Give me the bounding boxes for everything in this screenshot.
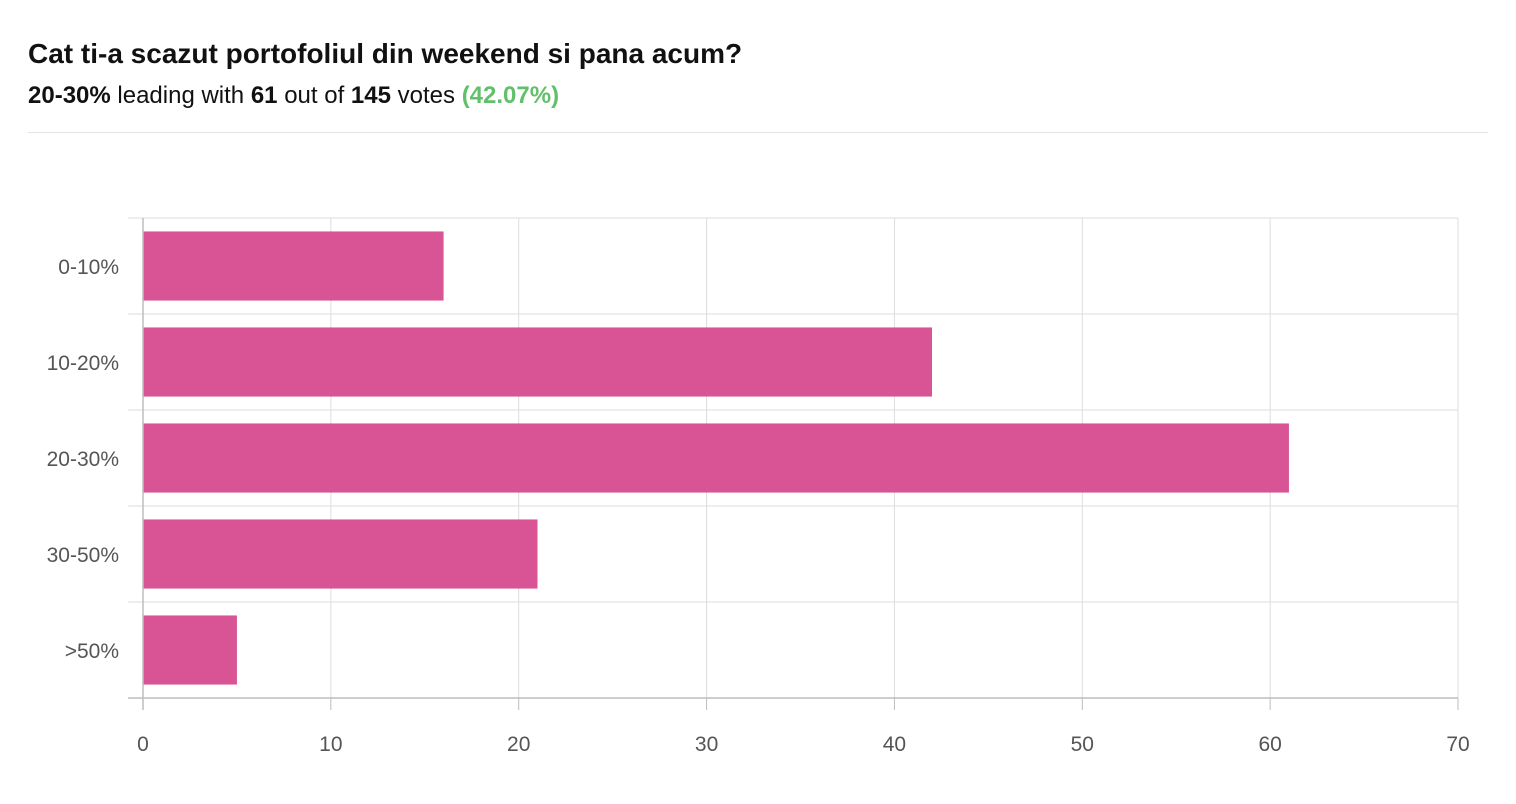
leading-option: 20-30% bbox=[28, 82, 111, 109]
y-category-label: 30-50% bbox=[47, 544, 119, 567]
x-tick-label: 30 bbox=[695, 733, 718, 756]
out-of-text: out of bbox=[284, 82, 345, 109]
votes-text: votes bbox=[397, 82, 456, 109]
y-category-label: 0-10% bbox=[58, 256, 119, 279]
y-category-label: 20-30% bbox=[47, 448, 119, 471]
bar-4 bbox=[143, 615, 237, 685]
y-category-label: 10-20% bbox=[47, 352, 119, 375]
bar-2 bbox=[143, 423, 1289, 493]
x-tick-label: 10 bbox=[319, 733, 342, 756]
x-tick-label: 0 bbox=[137, 733, 149, 756]
poll-header: Cat ti-a scazut portofoliul din weekend … bbox=[28, 36, 1488, 112]
x-tick-label: 70 bbox=[1446, 733, 1469, 756]
bar-1 bbox=[143, 327, 932, 397]
x-tick-label: 50 bbox=[1071, 733, 1094, 756]
header-divider bbox=[28, 132, 1488, 133]
leading-votes: 61 bbox=[250, 82, 278, 109]
total-votes: 145 bbox=[350, 82, 391, 109]
y-category-label: >50% bbox=[65, 640, 119, 663]
bar-0 bbox=[143, 231, 444, 301]
bar-3 bbox=[143, 519, 538, 589]
poll-summary: 20-30% leading with 61 out of 145 votes … bbox=[28, 80, 1488, 112]
leading-percent: (42.07%) bbox=[461, 82, 560, 109]
chart-labels: 0 10 20 30 40 50 60 70 0-10% 10-20% 20-30% 30-50% >5… bbox=[47, 256, 1470, 756]
x-tick-label: 20 bbox=[507, 733, 530, 756]
chart-axes bbox=[128, 218, 1459, 710]
x-tick-label: 40 bbox=[883, 733, 906, 756]
leading-with-text: leading with bbox=[117, 82, 245, 109]
chart-bars bbox=[143, 231, 1289, 685]
x-tick-label: 60 bbox=[1258, 733, 1281, 756]
poll-question: Cat ti-a scazut portofoliul din weekend … bbox=[28, 38, 743, 69]
